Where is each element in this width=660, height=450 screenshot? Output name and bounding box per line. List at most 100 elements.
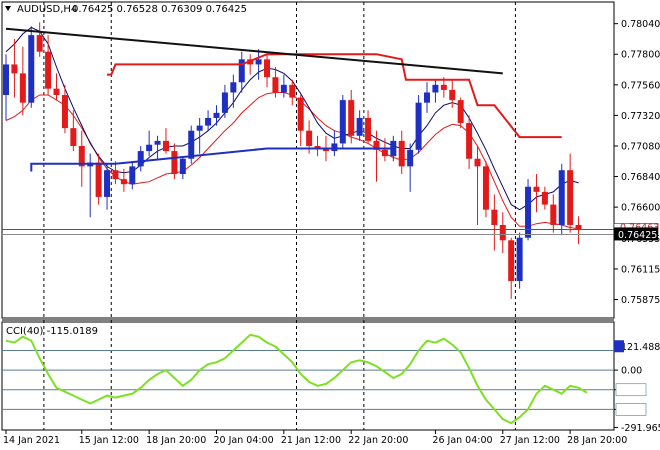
candle [247, 54, 254, 75]
collapse-triangle-icon[interactable] [5, 6, 11, 11]
candle-body [78, 145, 85, 167]
candle-body [53, 88, 60, 96]
ma-slow-line [5, 92, 579, 230]
candle-body [221, 92, 228, 113]
candle [575, 216, 582, 245]
candle-body [230, 82, 237, 93]
symbol-header: AUDUSD,H4 0.76425 0.76528 0.76309 0.7642… [5, 4, 247, 15]
candle [154, 135, 161, 159]
time-tick-label: 15 Jan 12:00 [79, 435, 139, 446]
candle-body [415, 102, 422, 150]
candle [398, 130, 405, 175]
candle [53, 73, 60, 101]
candle-body [424, 92, 430, 103]
candle [272, 66, 279, 98]
candle [221, 84, 228, 118]
candle-body [398, 140, 405, 167]
candle-body [449, 89, 456, 101]
candle [120, 168, 127, 192]
candle [61, 84, 68, 134]
cci-line [5, 333, 588, 425]
candle [196, 117, 203, 154]
candle [449, 79, 456, 108]
candle-body [162, 140, 169, 152]
candle-body [339, 100, 346, 144]
candle-body [213, 112, 220, 118]
support-step-line [30, 147, 394, 172]
candle [205, 110, 212, 131]
candle-body [36, 35, 43, 52]
price-tick-label: 0.77320 [621, 111, 660, 122]
candle-body [466, 123, 473, 159]
candle-body [440, 84, 447, 90]
price-tick-label: 0.76840 [621, 172, 660, 183]
current-price-label: 0.76425 [618, 230, 657, 241]
candle-body [154, 140, 161, 145]
candle [424, 82, 430, 113]
candle-body [348, 100, 355, 136]
grid-layer [1, 1, 615, 431]
candle-body [129, 166, 136, 185]
candle-body [365, 117, 372, 141]
time-tick-label: 28 Jan 20:00 [567, 435, 627, 446]
candle [365, 110, 372, 144]
candle [230, 74, 237, 108]
candle [129, 161, 136, 190]
candle-body [104, 170, 111, 197]
candle-body [550, 204, 557, 225]
candle [78, 130, 85, 187]
axes: 0.78040 0.77800 0.77560 0.77320 0.77080 0.768… [3, 19, 660, 446]
candle [213, 105, 220, 126]
candle-body [171, 151, 178, 175]
candle [188, 125, 195, 164]
current-price-box [614, 227, 658, 241]
price-tick-label: 0.76115 [621, 264, 660, 275]
time-tick-label: 18 Jan 20:00 [146, 435, 206, 446]
moving-averages [5, 26, 579, 230]
candle-body [137, 151, 144, 167]
candle-body [558, 170, 565, 225]
candle-body [146, 144, 153, 152]
candle-body [381, 149, 388, 157]
candle [179, 156, 186, 180]
candle-body [533, 186, 540, 192]
candle-body [322, 148, 329, 152]
candle-body [516, 237, 523, 282]
candle-body [491, 209, 498, 225]
candle [373, 130, 380, 182]
candle-body [272, 77, 279, 93]
candle-body [11, 64, 18, 74]
candle [415, 95, 422, 154]
time-tick-label: 21 Jan 12:00 [281, 435, 341, 446]
candle-body [457, 100, 464, 124]
candle [146, 130, 153, 157]
candle [381, 138, 388, 162]
price-tick-label: 0.77080 [621, 141, 660, 152]
candle [457, 97, 464, 129]
candle [339, 95, 346, 149]
candle [482, 161, 489, 218]
candle-body [567, 170, 574, 225]
cci-level-box [615, 403, 647, 416]
candle-body [196, 125, 203, 131]
candle [567, 153, 574, 233]
candle [474, 145, 481, 225]
candle-body [205, 117, 212, 126]
cci-label: CCI(40) -115.0189 [6, 326, 98, 337]
candle-body [331, 143, 338, 152]
cci-tick-label: 0.00 [621, 366, 642, 377]
candle [390, 135, 397, 162]
candle-body [255, 59, 262, 65]
candle [28, 26, 35, 108]
candle [508, 237, 515, 299]
candle [3, 54, 9, 121]
candle [95, 153, 102, 205]
time-tick-label: 26 Jan 04:00 [432, 435, 492, 446]
candle [314, 135, 321, 157]
price-panel-frame [1, 1, 615, 319]
candle-body [314, 145, 321, 149]
candle [525, 179, 532, 241]
candle-body [289, 84, 296, 98]
